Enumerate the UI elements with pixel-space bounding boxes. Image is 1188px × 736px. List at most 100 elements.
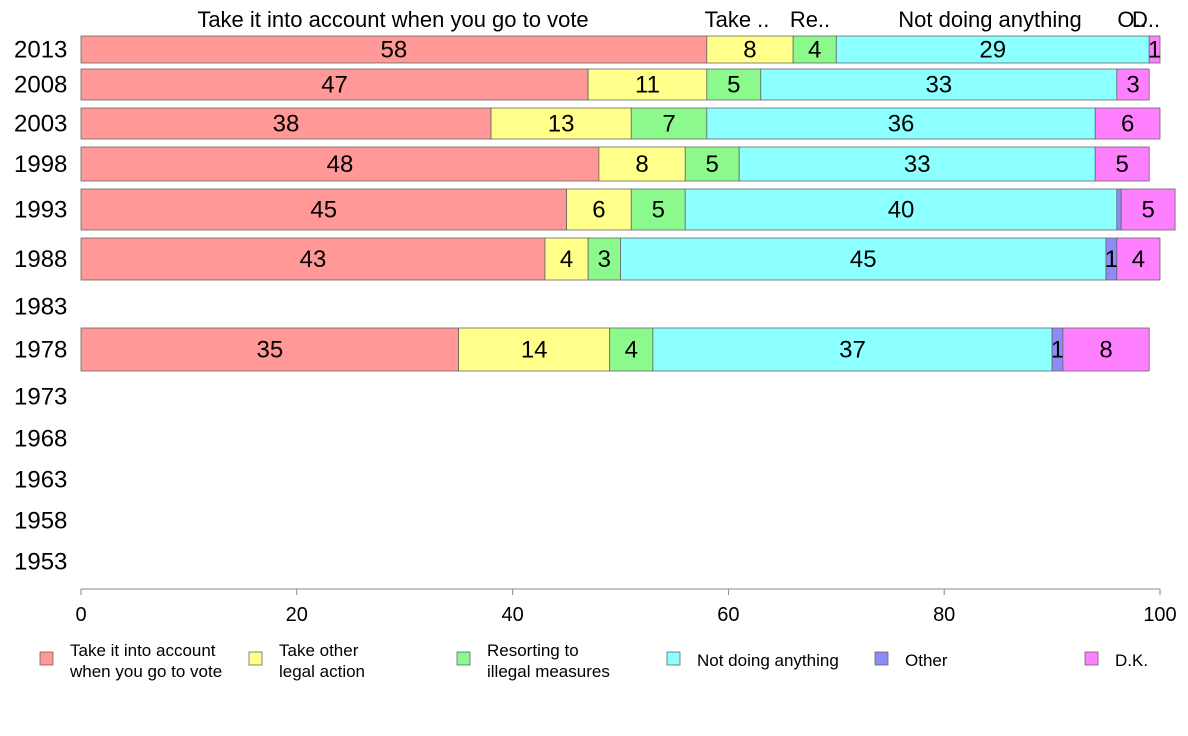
category-label-1953: 1953 — [14, 549, 67, 576]
bar-segment-1978-3 — [609, 327, 654, 372]
data-label-2003-1: 38 — [273, 111, 300, 138]
legend-swatch-6 — [1084, 651, 1099, 666]
legend-label-5-1: Other — [905, 651, 948, 670]
data-label-2008-3: 5 — [727, 72, 740, 99]
bar-segment-1993-3 — [630, 188, 686, 231]
bar-segment-1993-5 — [1116, 188, 1122, 231]
bars: 58 8 4 29 147 11 5 33 338 13 7 36 648 8 5 33 545 6 5 40 543 4… — [80, 35, 1176, 372]
data-label-1998-3: 5 — [706, 151, 719, 178]
data-label-1993-4: 40 — [888, 197, 915, 224]
bar-segment-1993-1 — [80, 188, 567, 231]
category-label-1973: 1973 — [14, 384, 67, 411]
category-label-1993: 1993 — [14, 197, 67, 224]
bar-segment-1998-6 — [1094, 146, 1150, 182]
data-label-2003-6: 6 — [1121, 111, 1134, 138]
data-label-2013-4: 29 — [979, 37, 1006, 64]
bar-segment-1988-2 — [544, 237, 589, 281]
data-label-2013-6: 1 — [1148, 37, 1161, 64]
category-label-1983: 1983 — [14, 294, 67, 321]
data-label-1988-6: 4 — [1132, 246, 1145, 273]
category-label-1958: 1958 — [14, 508, 67, 535]
category-label-1968: 1968 — [14, 426, 67, 453]
top-label-1: Take it into account when you go to vote — [197, 7, 588, 32]
top-label-2: Take .. — [705, 7, 770, 32]
legend-swatch-5 — [874, 651, 889, 666]
data-label-1993-3: 5 — [652, 197, 665, 224]
data-label-1993-6: 5 — [1141, 197, 1154, 224]
top-label-4: Not doing anything — [898, 7, 1081, 32]
bar-segment-2013-3 — [792, 35, 837, 64]
bar-segment-1998-2 — [598, 146, 686, 182]
data-label-1998-6: 5 — [1116, 151, 1129, 178]
data-label-2008-4: 33 — [925, 72, 952, 99]
bar-segment-1993-6 — [1120, 188, 1176, 231]
bar-segment-1988-1 — [80, 237, 546, 281]
data-label-2013-3: 4 — [808, 37, 821, 64]
x-tick-label-40: 40 — [501, 604, 523, 626]
bar-segment-2013-2 — [706, 35, 794, 64]
legend-swatch-1 — [39, 651, 54, 666]
bar-segment-2003-6 — [1094, 107, 1161, 140]
x-tick-label-0: 0 — [75, 604, 86, 626]
data-label-2013-2: 8 — [743, 37, 756, 64]
data-label-1998-4: 33 — [904, 151, 931, 178]
bar-segment-1993-4 — [684, 188, 1118, 231]
data-label-2008-1: 47 — [321, 72, 348, 99]
legend-label-4-1: Not doing anything — [697, 651, 839, 670]
legend-label-2-1: Take other — [279, 641, 359, 660]
x-tick-label-100: 100 — [1143, 604, 1176, 626]
bar-segment-1998-3 — [684, 146, 740, 182]
data-label-1978-3: 4 — [625, 337, 638, 364]
data-label-1988-5: 1 — [1105, 246, 1118, 273]
category-label-1998: 1998 — [14, 151, 67, 178]
bar-segment-1978-2 — [458, 327, 611, 372]
bar-segment-1998-4 — [738, 146, 1096, 182]
data-label-1978-5: 1 — [1051, 337, 1064, 364]
bar-segment-2008-4 — [760, 68, 1118, 101]
data-label-1993-1: 45 — [310, 197, 337, 224]
bar-segment-2003-1 — [80, 107, 492, 140]
bar-segment-1978-1 — [80, 327, 460, 372]
data-label-1988-1: 43 — [300, 246, 327, 273]
legend-swatch-4 — [666, 651, 681, 666]
top-label-6: D.. — [1132, 7, 1160, 32]
legend-label-3-1: Resorting to — [487, 641, 579, 660]
legend: Take it into account when you go to vote T… — [39, 641, 1148, 681]
legend-label-6-1: D.K. — [1115, 651, 1148, 670]
x-axis: 0 20 40 60 80 100 — [75, 588, 1177, 626]
category-label-2003: 2003 — [14, 111, 67, 138]
legend-label-2-2: legal action — [279, 662, 365, 681]
category-label-2013: 2013 — [14, 37, 67, 64]
bar-segment-2008-3 — [706, 68, 762, 101]
data-label-1988-3: 3 — [598, 246, 611, 273]
bar-segment-2013-1 — [80, 35, 708, 64]
bar-segment-2003-3 — [630, 107, 708, 140]
bar-segment-1998-1 — [80, 146, 600, 182]
x-tick-label-20: 20 — [286, 604, 308, 626]
bar-segment-1988-4 — [620, 237, 1107, 281]
legend-swatch-3 — [456, 651, 471, 666]
data-label-1993-2: 6 — [592, 197, 605, 224]
data-label-2013-1: 58 — [381, 37, 408, 64]
data-label-1998-2: 8 — [635, 151, 648, 178]
category-label-1963: 1963 — [14, 467, 67, 494]
data-label-2008-2: 11 — [635, 72, 660, 99]
bar-segment-1978-6 — [1062, 327, 1150, 372]
top-label-3: Re.. — [790, 7, 830, 32]
data-label-1988-2: 4 — [560, 246, 573, 273]
data-label-2003-2: 13 — [548, 111, 575, 138]
bar-segment-2013-4 — [835, 35, 1150, 64]
category-label-1988: 1988 — [14, 246, 67, 273]
top-labels: Take it into account when you go to vote… — [197, 7, 1160, 32]
bar-segment-2013-6 — [1148, 35, 1161, 64]
category-label-2008: 2008 — [14, 72, 67, 99]
data-label-2003-3: 7 — [662, 111, 675, 138]
data-label-1998-1: 48 — [327, 151, 354, 178]
bar-segment-2008-1 — [80, 68, 589, 101]
bar-segment-1988-3 — [587, 237, 621, 281]
bar-segment-2008-6 — [1116, 68, 1150, 101]
category-labels: 2013 2008 2003 1998 1993 1988 1983 1978 1973 1968… — [14, 37, 67, 576]
bar-segment-2003-2 — [490, 107, 632, 140]
data-label-2003-4: 36 — [888, 111, 915, 138]
